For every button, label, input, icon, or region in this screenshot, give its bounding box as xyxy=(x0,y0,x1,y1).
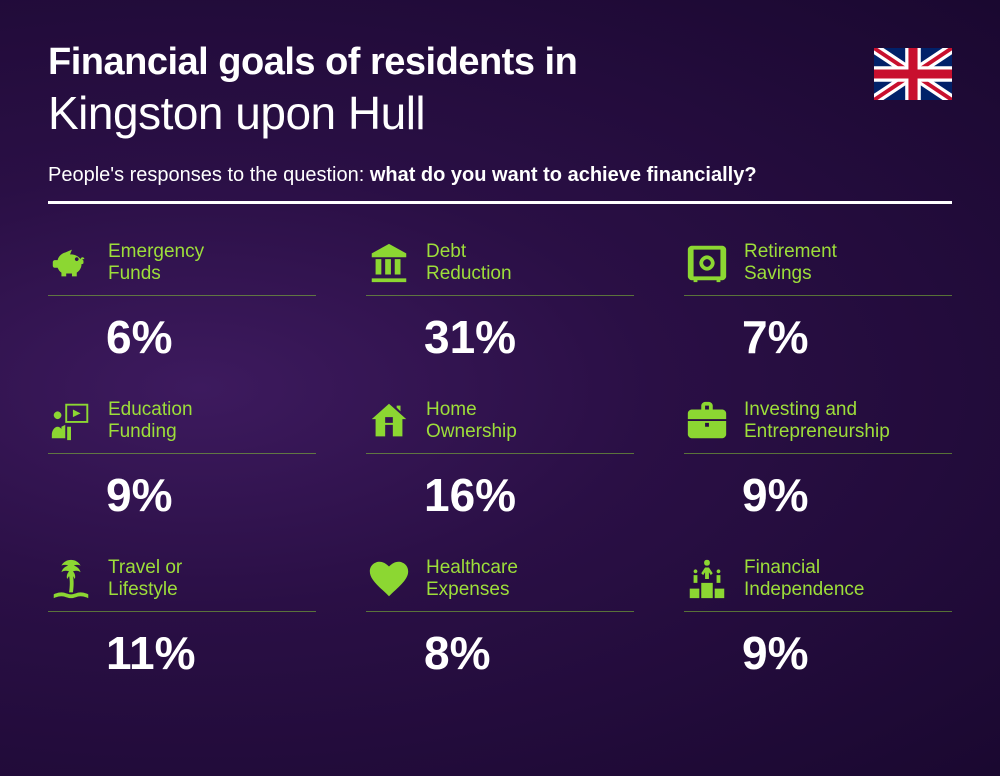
safe-icon xyxy=(684,240,730,286)
goal-label: FinancialIndependence xyxy=(744,557,864,603)
goal-value: 11% xyxy=(106,626,316,680)
title-block: Financial goals of residents in Kingston… xyxy=(48,42,874,140)
subtitle: People's responses to the question: what… xyxy=(48,164,952,187)
goal-label: Investing andEntrepreneurship xyxy=(744,399,890,445)
title-line-2: Kingston upon Hull xyxy=(48,86,874,140)
piggy-bank-icon xyxy=(48,240,94,286)
goal-label: DebtReduction xyxy=(426,241,512,287)
goal-header: FinancialIndependence xyxy=(684,556,952,612)
goal-label: RetirementSavings xyxy=(744,241,837,287)
goal-value: 9% xyxy=(742,626,952,680)
goal-header: DebtReduction xyxy=(366,240,634,296)
goals-grid: EmergencyFunds 6% DebtReduction 31% Reti… xyxy=(48,240,952,680)
goal-header: HealthcareExpenses xyxy=(366,556,634,612)
briefcase-icon xyxy=(684,398,730,444)
goal-label: EducationFunding xyxy=(108,399,193,445)
heart-pulse-icon xyxy=(366,556,412,602)
goal-item: FinancialIndependence 9% xyxy=(684,556,952,680)
goal-label: Travel orLifestyle xyxy=(108,557,182,603)
bank-icon xyxy=(366,240,412,286)
goal-value: 9% xyxy=(742,468,952,522)
goal-value: 16% xyxy=(424,468,634,522)
podium-icon xyxy=(684,556,730,602)
goal-value: 31% xyxy=(424,310,634,364)
uk-flag-icon xyxy=(874,48,952,98)
goal-header: RetirementSavings xyxy=(684,240,952,296)
goal-value: 9% xyxy=(106,468,316,522)
header-row: Financial goals of residents in Kingston… xyxy=(48,42,952,140)
goal-header: EmergencyFunds xyxy=(48,240,316,296)
goal-header: Travel orLifestyle xyxy=(48,556,316,612)
goal-item: EmergencyFunds 6% xyxy=(48,240,316,364)
goal-label: HomeOwnership xyxy=(426,399,517,445)
goal-value: 6% xyxy=(106,310,316,364)
goal-item: EducationFunding 9% xyxy=(48,398,316,522)
subtitle-bold: what do you want to achieve financially? xyxy=(370,164,757,186)
divider xyxy=(48,201,952,204)
goal-header: EducationFunding xyxy=(48,398,316,454)
goal-header: HomeOwnership xyxy=(366,398,634,454)
goal-value: 8% xyxy=(424,626,634,680)
presentation-icon xyxy=(48,398,94,444)
goal-item: HealthcareExpenses 8% xyxy=(366,556,634,680)
goal-item: RetirementSavings 7% xyxy=(684,240,952,364)
goal-header: Investing andEntrepreneurship xyxy=(684,398,952,454)
goal-item: Travel orLifestyle 11% xyxy=(48,556,316,680)
goal-label: HealthcareExpenses xyxy=(426,557,518,603)
goal-item: DebtReduction 31% xyxy=(366,240,634,364)
palm-tree-icon xyxy=(48,556,94,602)
goal-label: EmergencyFunds xyxy=(108,241,204,287)
goal-item: Investing andEntrepreneurship 9% xyxy=(684,398,952,522)
subtitle-plain: People's responses to the question: xyxy=(48,164,370,186)
house-icon xyxy=(366,398,412,444)
goal-item: HomeOwnership 16% xyxy=(366,398,634,522)
goal-value: 7% xyxy=(742,310,952,364)
title-line-1: Financial goals of residents in xyxy=(48,42,874,84)
